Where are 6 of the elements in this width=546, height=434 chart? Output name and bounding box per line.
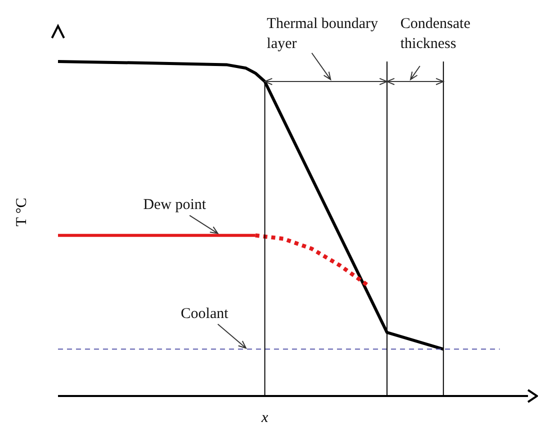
y-axis-title: T °C: [14, 198, 30, 226]
x-axis-title: x: [260, 410, 268, 426]
text: Thermal boundary layer: [266, 15, 380, 54]
annotation: Coolant: [180, 305, 230, 324]
text: Condensate thickness: [400, 15, 472, 54]
annotation: Dew point: [143, 196, 208, 216]
